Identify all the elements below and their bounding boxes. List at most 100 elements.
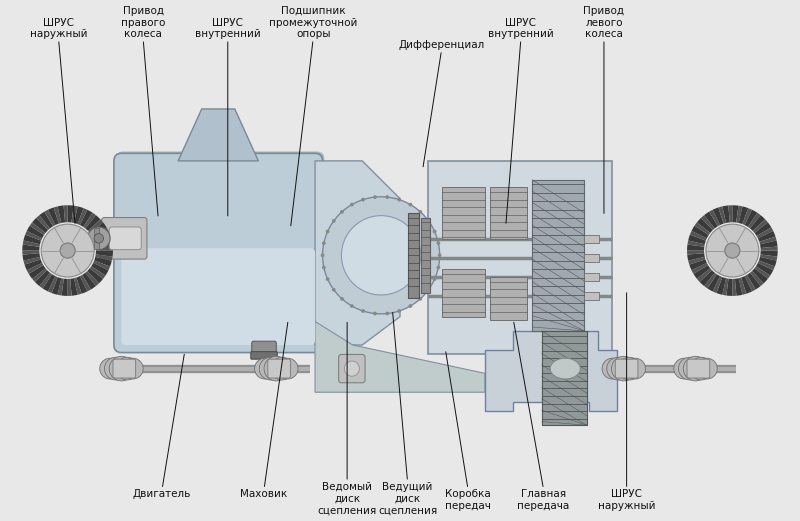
- Circle shape: [340, 297, 344, 301]
- Polygon shape: [82, 272, 96, 290]
- Circle shape: [386, 312, 389, 315]
- Polygon shape: [25, 259, 42, 270]
- Circle shape: [706, 224, 759, 277]
- Polygon shape: [694, 222, 710, 235]
- Polygon shape: [759, 237, 777, 244]
- Circle shape: [437, 266, 440, 269]
- Polygon shape: [23, 234, 41, 244]
- Circle shape: [674, 358, 694, 379]
- Circle shape: [398, 309, 401, 313]
- Bar: [490, 188, 527, 239]
- Polygon shape: [39, 212, 53, 228]
- Polygon shape: [741, 276, 752, 294]
- Circle shape: [618, 357, 641, 380]
- Polygon shape: [717, 277, 726, 295]
- Polygon shape: [48, 276, 58, 293]
- Polygon shape: [753, 219, 768, 233]
- Polygon shape: [709, 210, 720, 226]
- Polygon shape: [93, 231, 110, 242]
- Polygon shape: [738, 278, 746, 295]
- Polygon shape: [750, 215, 765, 231]
- Circle shape: [602, 358, 623, 379]
- Text: ШРУС
наружный: ШРУС наружный: [30, 18, 87, 39]
- Bar: [94, 228, 98, 249]
- Polygon shape: [52, 277, 62, 295]
- Circle shape: [683, 356, 708, 381]
- Polygon shape: [58, 278, 64, 295]
- Polygon shape: [687, 244, 704, 251]
- FancyBboxPatch shape: [113, 359, 136, 378]
- Polygon shape: [732, 279, 737, 296]
- Polygon shape: [22, 253, 40, 260]
- Text: Двигатель: Двигатель: [133, 489, 191, 499]
- Circle shape: [270, 357, 294, 380]
- Polygon shape: [742, 208, 752, 225]
- Polygon shape: [22, 251, 39, 255]
- Polygon shape: [745, 210, 758, 227]
- Circle shape: [332, 219, 336, 223]
- Polygon shape: [728, 205, 732, 222]
- Polygon shape: [32, 218, 48, 233]
- Polygon shape: [62, 279, 68, 296]
- Text: Главная
передача: Главная передача: [518, 489, 570, 511]
- Polygon shape: [687, 253, 705, 260]
- Polygon shape: [26, 263, 43, 274]
- Text: Ведомый
диск
сцепления: Ведомый диск сцепления: [318, 482, 377, 515]
- Circle shape: [109, 356, 134, 381]
- Polygon shape: [718, 206, 726, 224]
- Circle shape: [332, 288, 336, 292]
- Circle shape: [433, 230, 437, 233]
- Polygon shape: [697, 268, 712, 282]
- Polygon shape: [94, 237, 112, 244]
- Polygon shape: [690, 231, 707, 241]
- Circle shape: [322, 266, 326, 269]
- Polygon shape: [756, 263, 774, 276]
- Circle shape: [418, 210, 422, 214]
- Polygon shape: [35, 270, 50, 286]
- Polygon shape: [722, 205, 730, 223]
- Polygon shape: [704, 272, 717, 289]
- Polygon shape: [315, 161, 400, 345]
- Polygon shape: [704, 212, 718, 228]
- Polygon shape: [688, 234, 706, 244]
- Polygon shape: [32, 268, 47, 282]
- Circle shape: [373, 195, 377, 199]
- Circle shape: [278, 358, 298, 379]
- Circle shape: [326, 230, 330, 233]
- Circle shape: [87, 227, 110, 250]
- Circle shape: [437, 241, 440, 245]
- Polygon shape: [74, 206, 83, 224]
- Polygon shape: [91, 263, 109, 276]
- Polygon shape: [86, 215, 100, 231]
- Circle shape: [342, 216, 421, 295]
- Polygon shape: [754, 266, 770, 279]
- Polygon shape: [87, 268, 103, 283]
- Polygon shape: [758, 260, 774, 270]
- Bar: [421, 218, 430, 293]
- Polygon shape: [700, 270, 714, 286]
- Polygon shape: [29, 265, 46, 279]
- Bar: [532, 180, 584, 331]
- Polygon shape: [701, 215, 714, 230]
- Polygon shape: [697, 218, 713, 233]
- Circle shape: [259, 357, 282, 380]
- Circle shape: [433, 277, 437, 281]
- Circle shape: [625, 358, 646, 379]
- Polygon shape: [80, 275, 91, 291]
- Polygon shape: [178, 109, 258, 161]
- Bar: [407, 213, 419, 298]
- Polygon shape: [26, 226, 44, 238]
- Polygon shape: [748, 213, 761, 228]
- Polygon shape: [754, 222, 771, 236]
- Bar: [584, 273, 599, 281]
- Bar: [584, 254, 599, 262]
- FancyBboxPatch shape: [687, 359, 710, 378]
- Circle shape: [105, 357, 127, 380]
- Bar: [584, 292, 599, 300]
- Circle shape: [678, 357, 702, 380]
- Circle shape: [116, 357, 138, 380]
- Circle shape: [41, 224, 94, 277]
- Circle shape: [697, 358, 718, 379]
- Polygon shape: [80, 210, 93, 227]
- Polygon shape: [86, 271, 99, 286]
